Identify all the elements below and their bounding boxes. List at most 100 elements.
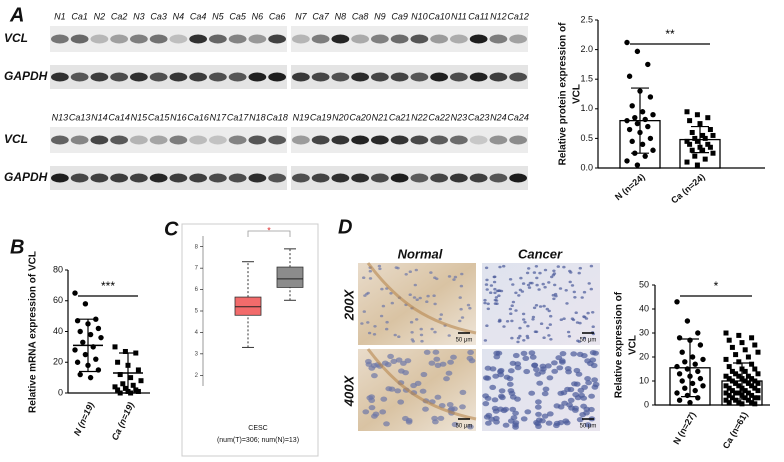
data-point: [729, 368, 735, 374]
data-point: [624, 117, 630, 124]
data-point: [87, 331, 94, 338]
ihc-nucleus: [380, 396, 388, 402]
data-point: [733, 352, 739, 358]
ihc-nucleus: [589, 287, 593, 291]
blot-band: [331, 135, 350, 145]
ihc-nucleus: [517, 294, 521, 297]
ihc-nucleus: [528, 350, 536, 356]
blot-band: [449, 72, 468, 82]
ihc-nucleus: [419, 333, 424, 337]
data-point: [639, 109, 646, 115]
y-tick-label: 20: [53, 357, 63, 367]
lane-label: Ca2: [111, 11, 128, 21]
ihc-nucleus: [439, 313, 443, 316]
ihc-nucleus: [486, 307, 490, 311]
blot-band: [311, 173, 330, 183]
ihc-nucleus: [506, 381, 514, 387]
lane-label: N19: [293, 112, 310, 122]
blot-band: [50, 135, 69, 145]
significance-label: *: [267, 225, 271, 235]
blot-band: [351, 173, 370, 183]
data-point: [676, 371, 683, 377]
ihc-nucleus: [535, 276, 539, 280]
ihc-nucleus: [562, 418, 570, 424]
ihc-nucleus: [415, 318, 419, 321]
data-point: [684, 392, 691, 399]
ihc-nucleus: [422, 406, 429, 412]
lane-label: Ca18: [266, 112, 288, 122]
data-point: [72, 347, 78, 353]
ihc-nucleus: [546, 411, 554, 417]
blot-band: [390, 173, 409, 183]
lane-label: Ca17: [227, 112, 250, 122]
ihc-row-label: 200X: [341, 288, 356, 321]
ihc-nucleus: [492, 280, 497, 284]
data-point: [632, 114, 638, 121]
ihc-nucleus: [498, 265, 502, 269]
ihc-nucleus: [527, 267, 531, 270]
lane-label: N4: [173, 11, 185, 21]
blot-band: [430, 173, 449, 183]
blot-band: [469, 72, 488, 82]
x-tick-label: N (n=24): [613, 172, 647, 203]
ihc-nucleus: [573, 367, 581, 374]
ihc-nucleus: [536, 380, 544, 386]
ihc-nucleus: [549, 338, 553, 341]
blot-band: [331, 72, 350, 82]
blot-band: [311, 135, 330, 145]
ihc-nucleus: [591, 311, 595, 314]
data-point: [689, 129, 695, 135]
ihc-nucleus: [434, 362, 442, 368]
ihc-nucleus: [569, 271, 573, 274]
y-axis-label: VCL: [572, 84, 583, 104]
ihc-nucleus: [380, 287, 384, 291]
blot-band: [208, 72, 227, 82]
ihc-nucleus: [404, 273, 408, 276]
lane-label: N10: [411, 11, 428, 21]
data-point: [133, 350, 139, 356]
data-point: [742, 388, 748, 394]
data-point: [684, 318, 691, 324]
ihc-nucleus: [516, 336, 521, 340]
ihc-nucleus: [484, 365, 492, 371]
blot-row-label: GAPDH: [4, 69, 48, 83]
ihc-nucleus: [482, 375, 490, 381]
data-point: [697, 342, 704, 348]
data-point: [117, 390, 123, 396]
data-point: [674, 363, 680, 370]
data-point: [684, 366, 691, 372]
ihc-nucleus: [390, 358, 398, 364]
ihc-nucleus: [567, 397, 575, 403]
blot-band: [169, 72, 188, 82]
data-point: [128, 390, 134, 396]
ihc-nucleus: [485, 420, 492, 426]
lane-label: N3: [133, 11, 145, 21]
blot-background: [291, 127, 528, 153]
ihc-nucleus: [432, 349, 440, 355]
ihc-nucleus: [394, 388, 402, 394]
ihc-nucleus: [572, 392, 580, 398]
ihc-nucleus: [360, 322, 364, 325]
ihc-nucleus: [491, 397, 499, 403]
data-point: [742, 395, 748, 401]
box: [234, 296, 262, 316]
ihc-nucleus: [484, 283, 489, 286]
ihc-nucleus: [584, 376, 591, 382]
data-point: [707, 144, 713, 150]
data-point: [752, 395, 758, 401]
y-axis-label: Relative mRNA expression of VCL: [28, 251, 39, 413]
data-point: [695, 395, 701, 401]
ihc-nucleus: [509, 394, 517, 400]
ihc-nucleus: [531, 315, 536, 319]
ihc-nucleus: [542, 304, 546, 308]
ihc-nucleus: [438, 317, 442, 321]
blot-band: [248, 173, 267, 183]
data-point: [710, 132, 716, 138]
significance-label: **: [665, 27, 675, 41]
ihc-nucleus: [526, 324, 530, 328]
data-point: [723, 356, 729, 362]
data-point: [135, 388, 141, 394]
blot-band: [311, 34, 330, 44]
ihc-nucleus: [520, 416, 528, 422]
ihc-nucleus: [362, 409, 370, 415]
